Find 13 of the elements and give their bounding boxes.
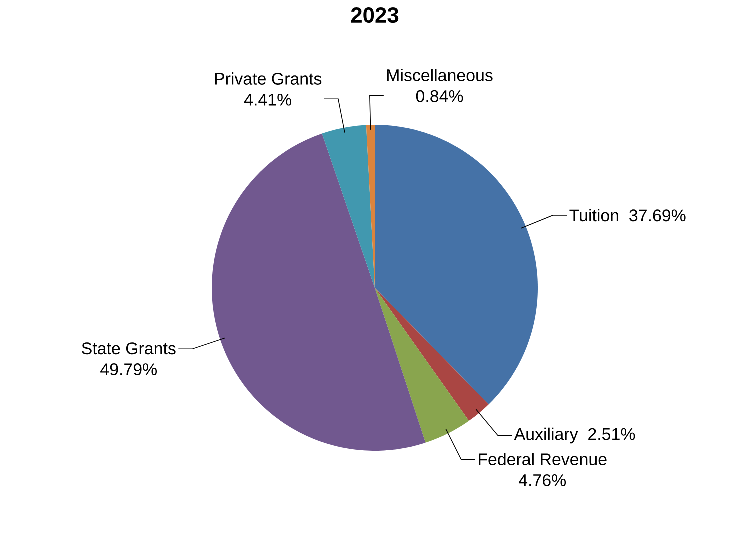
slice-label: State Grants <box>82 342 176 355</box>
data-label: 37.69% <box>630 210 686 222</box>
slice-label: Auxiliary <box>514 428 578 444</box>
slice-label: Miscellaneous <box>388 69 493 82</box>
slice-label: Federal Revenue <box>479 453 607 466</box>
slice-label: Tuition <box>570 209 618 222</box>
data-label: 4.41% <box>244 94 292 106</box>
slice-label: Private Grants <box>215 72 322 85</box>
data-label: 4.76% <box>519 474 566 486</box>
chart-title: 2023 <box>351 8 399 24</box>
data-label: 2.51% <box>588 428 636 440</box>
data-label: 49.79% <box>100 364 158 376</box>
data-label: 0.84% <box>416 90 464 102</box>
